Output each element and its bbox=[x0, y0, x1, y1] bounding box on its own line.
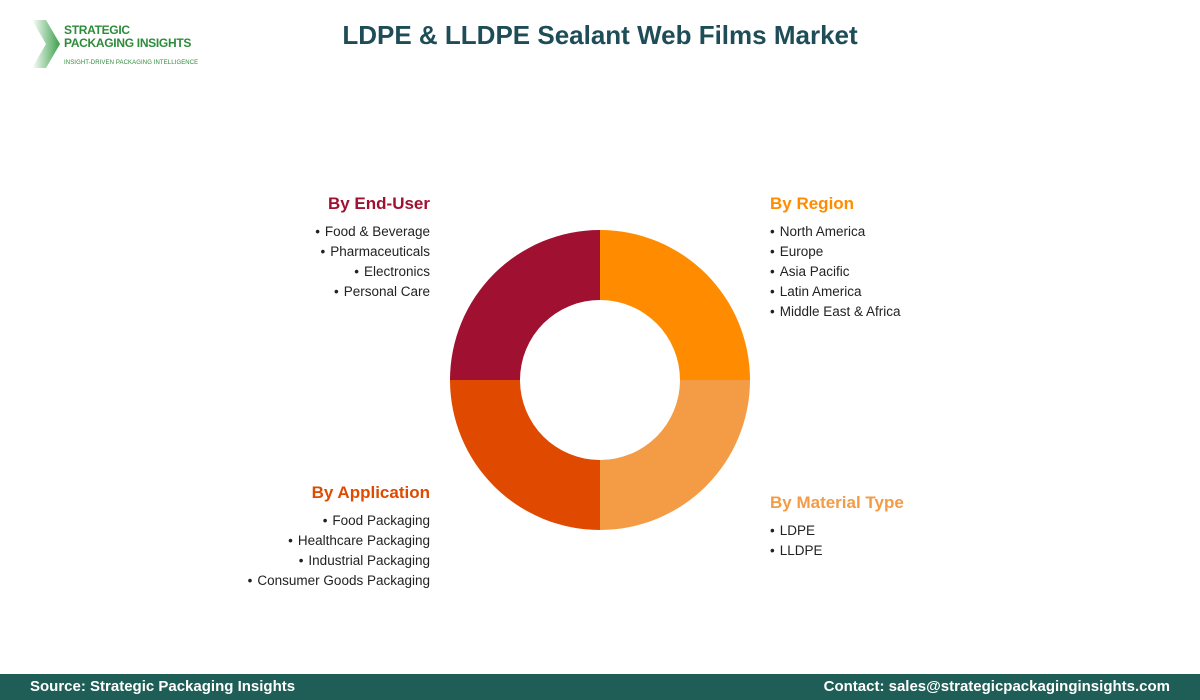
bullet-icon: • bbox=[770, 304, 775, 319]
bullet-icon: • bbox=[322, 513, 328, 528]
segment-item-label: Europe bbox=[779, 244, 824, 259]
segment-item: • Middle East & Africa bbox=[770, 302, 1070, 322]
segment-item: • Food Packaging bbox=[130, 511, 430, 531]
segment-items: • Food & Beverage • Pharmaceuticals • Electro… bbox=[130, 222, 430, 302]
segment-item: • Electronics bbox=[130, 262, 430, 282]
segment-item: • Consumer Goods Packaging bbox=[130, 571, 430, 591]
footer-bar: Source: Strategic Packaging Insights Con… bbox=[0, 674, 1200, 700]
segment-heading: By End-User bbox=[327, 194, 430, 213]
bullet-icon: • bbox=[770, 523, 775, 538]
segment-items: • Food Packaging • Healthcare Packaging • Ind… bbox=[130, 511, 430, 591]
bullet-icon: • bbox=[770, 224, 775, 239]
donut-slice-by-end-user bbox=[450, 230, 600, 380]
segment-item: • Food & Beverage bbox=[130, 222, 430, 242]
segment-item-label: LDPE bbox=[779, 523, 816, 538]
segment-item-label: North America bbox=[779, 224, 866, 239]
segment-items: • LDPE • LLDPE bbox=[770, 521, 1070, 561]
segment-item-label: Latin America bbox=[779, 284, 862, 299]
bullet-icon: • bbox=[770, 543, 775, 558]
bullet-icon: • bbox=[770, 284, 775, 299]
segment-item-label: LLDPE bbox=[779, 543, 823, 558]
donut-slice-by-material-type bbox=[600, 380, 750, 530]
segment-item: • Latin America bbox=[770, 282, 1070, 302]
bullet-icon: • bbox=[288, 533, 293, 548]
segment-item-label: Personal Care bbox=[343, 284, 430, 299]
brand-logo: STRATEGIC PACKAGING INSIGHTS INSIGHT-DRI… bbox=[30, 18, 200, 72]
bullet-icon: • bbox=[770, 264, 775, 279]
bullet-icon: • bbox=[315, 224, 320, 239]
segment-item-label: Middle East & Africa bbox=[779, 304, 901, 319]
segment-item-label: Asia Pacific bbox=[779, 264, 850, 279]
footer-source: Source: Strategic Packaging Insights bbox=[30, 678, 296, 695]
segment-item: • North America bbox=[770, 222, 1070, 242]
segment-end-user: By End-User • Food & Beverage • Pharmaceuti… bbox=[130, 194, 430, 302]
segment-items: • North America • Europe • Asia Pacific • Latin… bbox=[770, 222, 1070, 322]
logo-tagline: INSIGHT-DRIVEN PACKAGING INTELLIGENCE bbox=[64, 60, 199, 66]
segment-item-label: Industrial Packaging bbox=[308, 553, 430, 568]
segment-item: • Pharmaceuticals bbox=[130, 242, 430, 262]
segment-item: • Personal Care bbox=[130, 282, 430, 302]
bullet-icon: • bbox=[247, 573, 253, 588]
segment-item-label: Healthcare Packaging bbox=[297, 533, 430, 548]
segment-application: By Application • Food Packaging • Healthcar… bbox=[130, 483, 430, 591]
segment-item: • Europe bbox=[770, 242, 1070, 262]
footer-contact: Contact: sales@strategicpackaginginsight… bbox=[823, 678, 1170, 695]
segment-material-type: By Material Type • LDPE • LLDPE bbox=[770, 493, 1070, 561]
segment-item-label: Electronics bbox=[363, 264, 430, 279]
segment-item-label: Pharmaceuticals bbox=[330, 244, 430, 259]
donut-slice-by-application bbox=[450, 380, 600, 530]
segment-region: By Region • North America • Europe • Asia Pac… bbox=[770, 194, 1070, 322]
segment-item-label: Consumer Goods Packaging bbox=[257, 573, 430, 588]
bullet-icon: • bbox=[320, 244, 326, 259]
segment-item-label: Food & Beverage bbox=[324, 224, 430, 239]
logo-line-1: STRATEGIC bbox=[64, 23, 130, 37]
segment-heading: By Region bbox=[770, 194, 855, 213]
bullet-icon: • bbox=[298, 553, 304, 568]
logo-chevron-icon bbox=[32, 20, 60, 68]
segment-item: • Asia Pacific bbox=[770, 262, 1070, 282]
segment-item: • LDPE bbox=[770, 521, 1070, 541]
segment-item: • LLDPE bbox=[770, 541, 1070, 561]
segment-item: • Healthcare Packaging bbox=[130, 531, 430, 551]
segment-item: • Industrial Packaging bbox=[130, 551, 430, 571]
segment-item-label: Food Packaging bbox=[332, 513, 430, 528]
bullet-icon: • bbox=[333, 284, 339, 299]
segment-heading: By Material Type bbox=[770, 493, 904, 512]
chart-title: LDPE & LLDPE Sealant Web Films Market bbox=[342, 20, 858, 50]
logo-line-2: PACKAGING INSIGHTS bbox=[64, 36, 192, 50]
bullet-icon: • bbox=[770, 244, 775, 259]
bullet-icon: • bbox=[354, 264, 359, 279]
donut-slice-by-region bbox=[600, 230, 750, 380]
segment-heading: By Application bbox=[311, 483, 430, 502]
